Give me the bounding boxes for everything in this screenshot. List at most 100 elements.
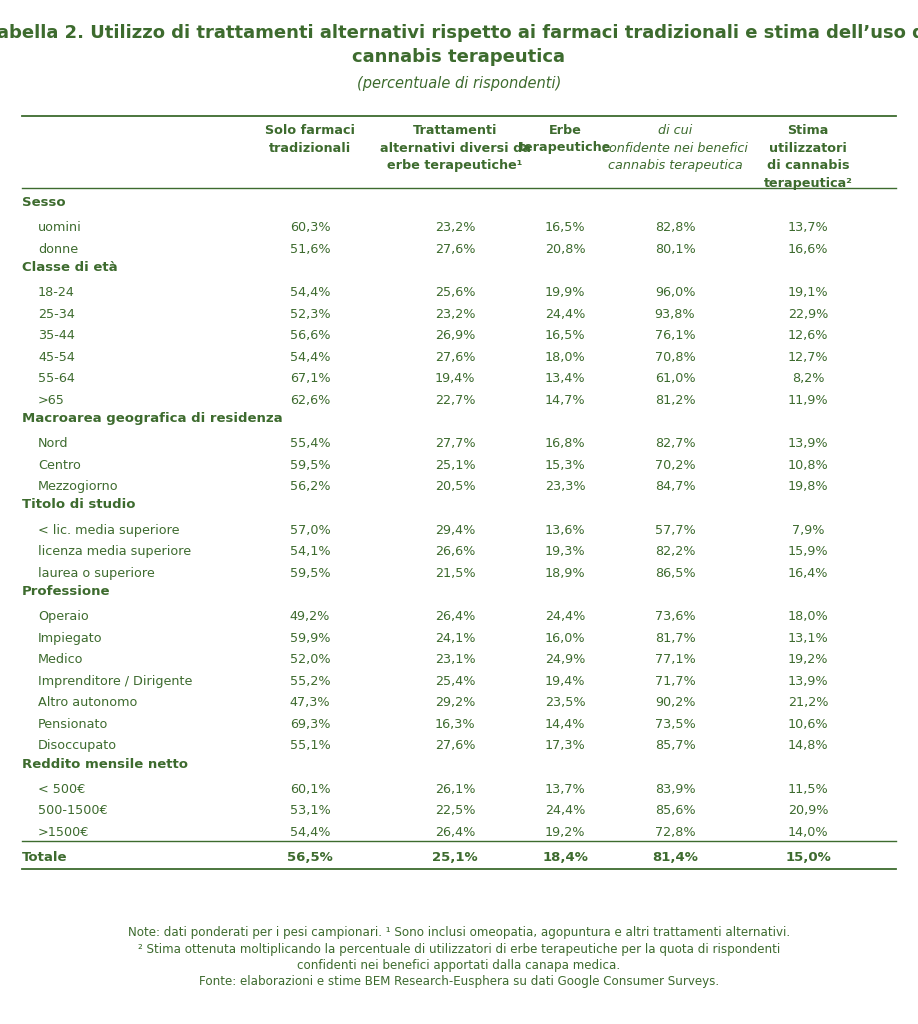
Text: 16,5%: 16,5%	[544, 221, 586, 234]
Text: Mezzogiorno: Mezzogiorno	[38, 480, 118, 494]
Text: 80,1%: 80,1%	[655, 243, 695, 256]
Text: 81,2%: 81,2%	[655, 393, 695, 407]
Text: 52,0%: 52,0%	[290, 653, 330, 667]
Text: Centro: Centro	[38, 459, 81, 472]
Text: 67,1%: 67,1%	[290, 373, 330, 385]
Text: 11,9%: 11,9%	[788, 393, 828, 407]
Text: 25,1%: 25,1%	[435, 459, 476, 472]
Text: uomini: uomini	[38, 221, 82, 234]
Text: 24,4%: 24,4%	[544, 308, 585, 321]
Text: Classe di età: Classe di età	[22, 261, 118, 274]
Text: 21,2%: 21,2%	[788, 696, 828, 710]
Text: 20,5%: 20,5%	[435, 480, 476, 494]
Text: 15,3%: 15,3%	[544, 459, 586, 472]
Text: Altro autonomo: Altro autonomo	[38, 696, 138, 710]
Text: < 500€: < 500€	[38, 782, 85, 796]
Text: 13,7%: 13,7%	[788, 221, 828, 234]
Text: 13,9%: 13,9%	[788, 675, 828, 688]
Text: 27,6%: 27,6%	[435, 351, 476, 364]
Text: 23,1%: 23,1%	[435, 653, 476, 667]
Text: 76,1%: 76,1%	[655, 330, 695, 342]
Text: >65: >65	[38, 393, 65, 407]
Text: Fonte: elaborazioni e stime BEM Research-Eusphera su dati Google Consumer Survey: Fonte: elaborazioni e stime BEM Research…	[199, 976, 719, 988]
Text: 24,4%: 24,4%	[544, 610, 585, 624]
Text: 61,0%: 61,0%	[655, 373, 695, 385]
Text: 86,5%: 86,5%	[655, 566, 695, 580]
Text: 19,4%: 19,4%	[544, 675, 586, 688]
Text: 70,2%: 70,2%	[655, 459, 695, 472]
Text: 15,9%: 15,9%	[788, 545, 828, 558]
Text: 16,5%: 16,5%	[544, 330, 586, 342]
Text: 13,7%: 13,7%	[544, 782, 586, 796]
Text: 18-24: 18-24	[38, 287, 75, 299]
Text: 53,1%: 53,1%	[289, 804, 330, 817]
Text: di cui
confidente nei benefici
cannabis terapeutica: di cui confidente nei benefici cannabis …	[602, 124, 748, 172]
Text: 14,4%: 14,4%	[544, 718, 586, 731]
Text: 18,0%: 18,0%	[788, 610, 828, 624]
Text: 18,0%: 18,0%	[544, 351, 586, 364]
Text: 19,8%: 19,8%	[788, 480, 828, 494]
Text: 73,6%: 73,6%	[655, 610, 695, 624]
Text: 27,6%: 27,6%	[435, 243, 476, 256]
Text: Totale: Totale	[22, 851, 68, 864]
Text: 12,6%: 12,6%	[788, 330, 828, 342]
Text: 55-64: 55-64	[38, 373, 75, 385]
Text: 81,4%: 81,4%	[652, 851, 698, 864]
Text: 18,4%: 18,4%	[542, 851, 588, 864]
Text: 11,5%: 11,5%	[788, 782, 828, 796]
Text: Impiegato: Impiegato	[38, 632, 103, 645]
Text: Erbe
terapeutiche: Erbe terapeutiche	[519, 124, 611, 155]
Text: 22,7%: 22,7%	[435, 393, 476, 407]
Text: 25-34: 25-34	[38, 308, 75, 321]
Text: 27,7%: 27,7%	[435, 437, 476, 451]
Text: 16,0%: 16,0%	[544, 632, 586, 645]
Text: 20,8%: 20,8%	[544, 243, 586, 256]
Text: 14,0%: 14,0%	[788, 825, 828, 839]
Text: 57,7%: 57,7%	[655, 523, 695, 537]
Text: laurea o superiore: laurea o superiore	[38, 566, 155, 580]
Text: 57,0%: 57,0%	[289, 523, 330, 537]
Text: Pensionato: Pensionato	[38, 718, 108, 731]
Text: 45-54: 45-54	[38, 351, 75, 364]
Text: Nord: Nord	[38, 437, 69, 451]
Text: 71,7%: 71,7%	[655, 675, 695, 688]
Text: 54,1%: 54,1%	[290, 545, 330, 558]
Text: 25,4%: 25,4%	[435, 675, 476, 688]
Text: donne: donne	[38, 243, 78, 256]
Text: 90,2%: 90,2%	[655, 696, 695, 710]
Text: 55,2%: 55,2%	[290, 675, 330, 688]
Text: 85,7%: 85,7%	[655, 739, 695, 753]
Text: 13,6%: 13,6%	[544, 523, 586, 537]
Text: 26,4%: 26,4%	[435, 825, 476, 839]
Text: 69,3%: 69,3%	[290, 718, 330, 731]
Text: 82,7%: 82,7%	[655, 437, 695, 451]
Text: (percentuale di rispondenti): (percentuale di rispondenti)	[357, 76, 561, 91]
Text: 56,6%: 56,6%	[290, 330, 330, 342]
Text: Sesso: Sesso	[22, 196, 65, 209]
Text: 25,1%: 25,1%	[432, 851, 477, 864]
Text: 52,3%: 52,3%	[290, 308, 330, 321]
Text: Trattamenti
alternativi diversi da
erbe terapeutiche¹: Trattamenti alternativi diversi da erbe …	[379, 124, 531, 172]
Text: 23,3%: 23,3%	[544, 480, 586, 494]
Text: 24,1%: 24,1%	[435, 632, 476, 645]
Text: 59,5%: 59,5%	[290, 459, 330, 472]
Text: 55,4%: 55,4%	[290, 437, 330, 451]
Text: 19,4%: 19,4%	[435, 373, 476, 385]
Text: 29,2%: 29,2%	[435, 696, 476, 710]
Text: 82,2%: 82,2%	[655, 545, 695, 558]
Text: 15,0%: 15,0%	[785, 851, 831, 864]
Text: 500-1500€: 500-1500€	[38, 804, 107, 817]
Text: 10,8%: 10,8%	[788, 459, 828, 472]
Text: 19,9%: 19,9%	[544, 287, 586, 299]
Text: 25,6%: 25,6%	[435, 287, 476, 299]
Text: 60,1%: 60,1%	[290, 782, 330, 796]
Text: 27,6%: 27,6%	[435, 739, 476, 753]
Text: 22,9%: 22,9%	[788, 308, 828, 321]
Text: 19,3%: 19,3%	[544, 545, 586, 558]
Text: 81,7%: 81,7%	[655, 632, 695, 645]
Text: 62,6%: 62,6%	[290, 393, 330, 407]
Text: 35-44: 35-44	[38, 330, 75, 342]
Text: 51,6%: 51,6%	[290, 243, 330, 256]
Text: 26,6%: 26,6%	[435, 545, 476, 558]
Text: 54,4%: 54,4%	[290, 351, 330, 364]
